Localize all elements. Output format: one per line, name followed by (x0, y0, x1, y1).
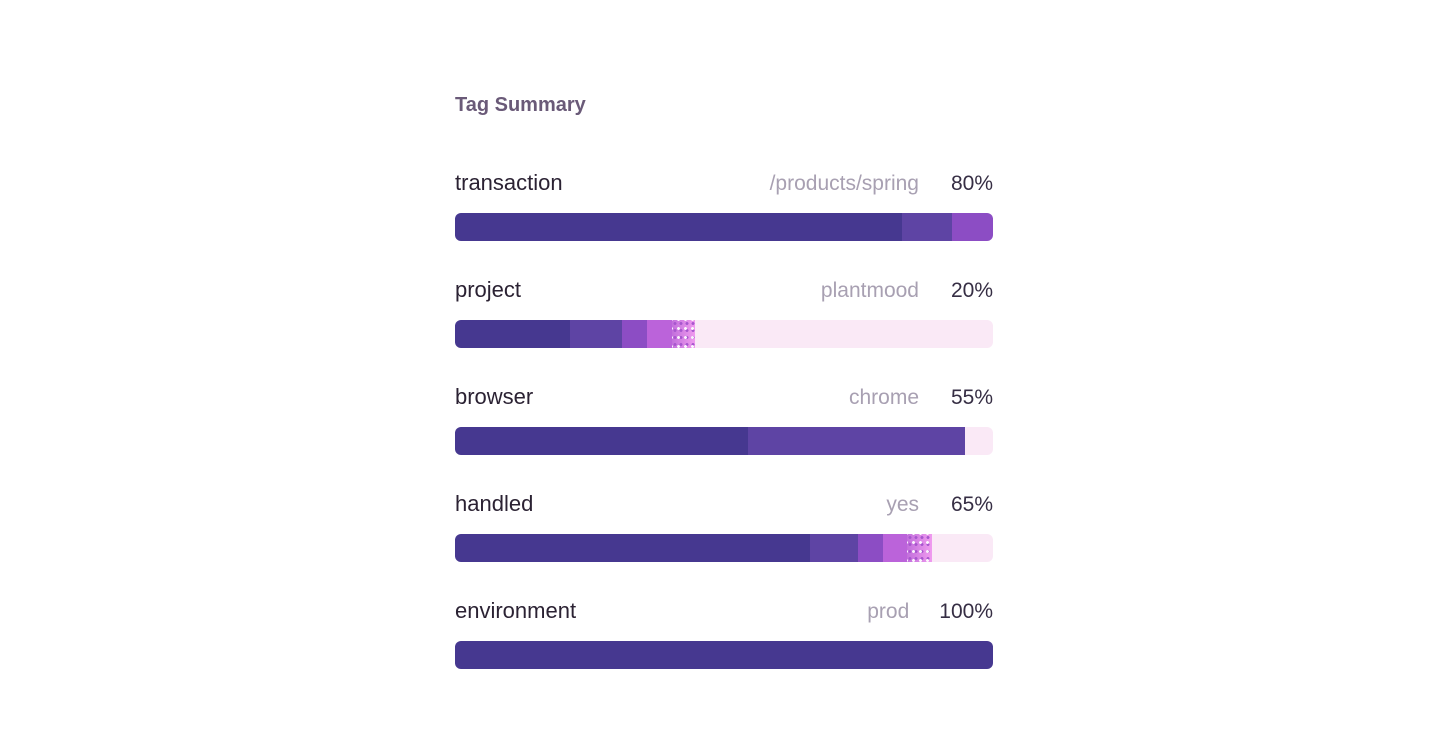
tag-row: project plantmood 20% (455, 276, 993, 348)
tag-top-value: yes (886, 493, 919, 516)
tag-name[interactable]: browser (455, 384, 534, 409)
bar-segment-1[interactable] (455, 641, 993, 669)
bar-segment-2[interactable] (810, 534, 858, 562)
bar-segment-3[interactable] (857, 534, 883, 562)
tag-top-value: prod (867, 600, 910, 623)
tag-row-head: project plantmood 20% (455, 276, 993, 305)
tag-row: handled yes 65% (455, 490, 993, 562)
tag-row: browser chrome 55% (455, 383, 993, 455)
tag-top-value: /products/spring (769, 172, 919, 195)
tag-name[interactable]: transaction (455, 170, 563, 195)
tag-top-percent: 80% (950, 172, 993, 195)
bar-segment-2[interactable] (570, 320, 622, 348)
tag-name[interactable]: project (455, 277, 522, 302)
panel-title: Tag Summary (455, 94, 586, 116)
tag-row: transaction /products/spring 80% (455, 169, 993, 241)
tag-row-head: handled yes 65% (455, 490, 993, 519)
tag-row-head: environment prod 100% (455, 597, 993, 626)
tag-row-head: browser chrome 55% (455, 383, 993, 412)
bar-segment-3[interactable] (951, 213, 993, 241)
bar-segment-2[interactable] (748, 427, 966, 455)
tag-row-head: transaction /products/spring 80% (455, 169, 993, 198)
tag-distribution-bar[interactable] (455, 534, 993, 562)
tag-name[interactable]: environment (455, 598, 577, 623)
tag-top-value: chrome (848, 386, 919, 409)
bar-segment-remainder[interactable] (694, 320, 993, 348)
tag-distribution-bar[interactable] (455, 427, 993, 455)
tag-top-percent: 20% (950, 279, 993, 302)
tag-top-percent: 65% (950, 493, 993, 516)
tag-rows-container: transaction /products/spring 80% project… (455, 169, 993, 669)
bar-segment-remainder[interactable] (932, 534, 993, 562)
bar-segment-4[interactable] (882, 534, 908, 562)
bar-segment-3[interactable] (621, 320, 648, 348)
bar-segment-1[interactable] (455, 320, 571, 348)
bar-segment-1[interactable] (455, 534, 811, 562)
bar-segment-remainder[interactable] (965, 427, 993, 455)
bar-segment-4[interactable] (647, 320, 672, 348)
bar-segment-1[interactable] (455, 427, 749, 455)
bar-segment-other-pattern[interactable] (671, 320, 695, 348)
tag-top-value: plantmood (820, 279, 919, 302)
tag-distribution-bar[interactable] (455, 641, 993, 669)
bar-segment-other-pattern[interactable] (907, 534, 933, 562)
bar-segment-1[interactable] (455, 213, 902, 241)
tag-row: environment prod 100% (455, 597, 993, 669)
tag-top-percent: 55% (950, 386, 993, 409)
tag-distribution-bar[interactable] (455, 320, 993, 348)
tag-summary-panel: Tag Summary transaction /products/spring… (455, 93, 993, 704)
tag-top-percent: 100% (939, 600, 993, 623)
tag-name[interactable]: handled (455, 491, 534, 516)
tag-distribution-bar[interactable] (455, 213, 993, 241)
bar-segment-2[interactable] (901, 213, 952, 241)
